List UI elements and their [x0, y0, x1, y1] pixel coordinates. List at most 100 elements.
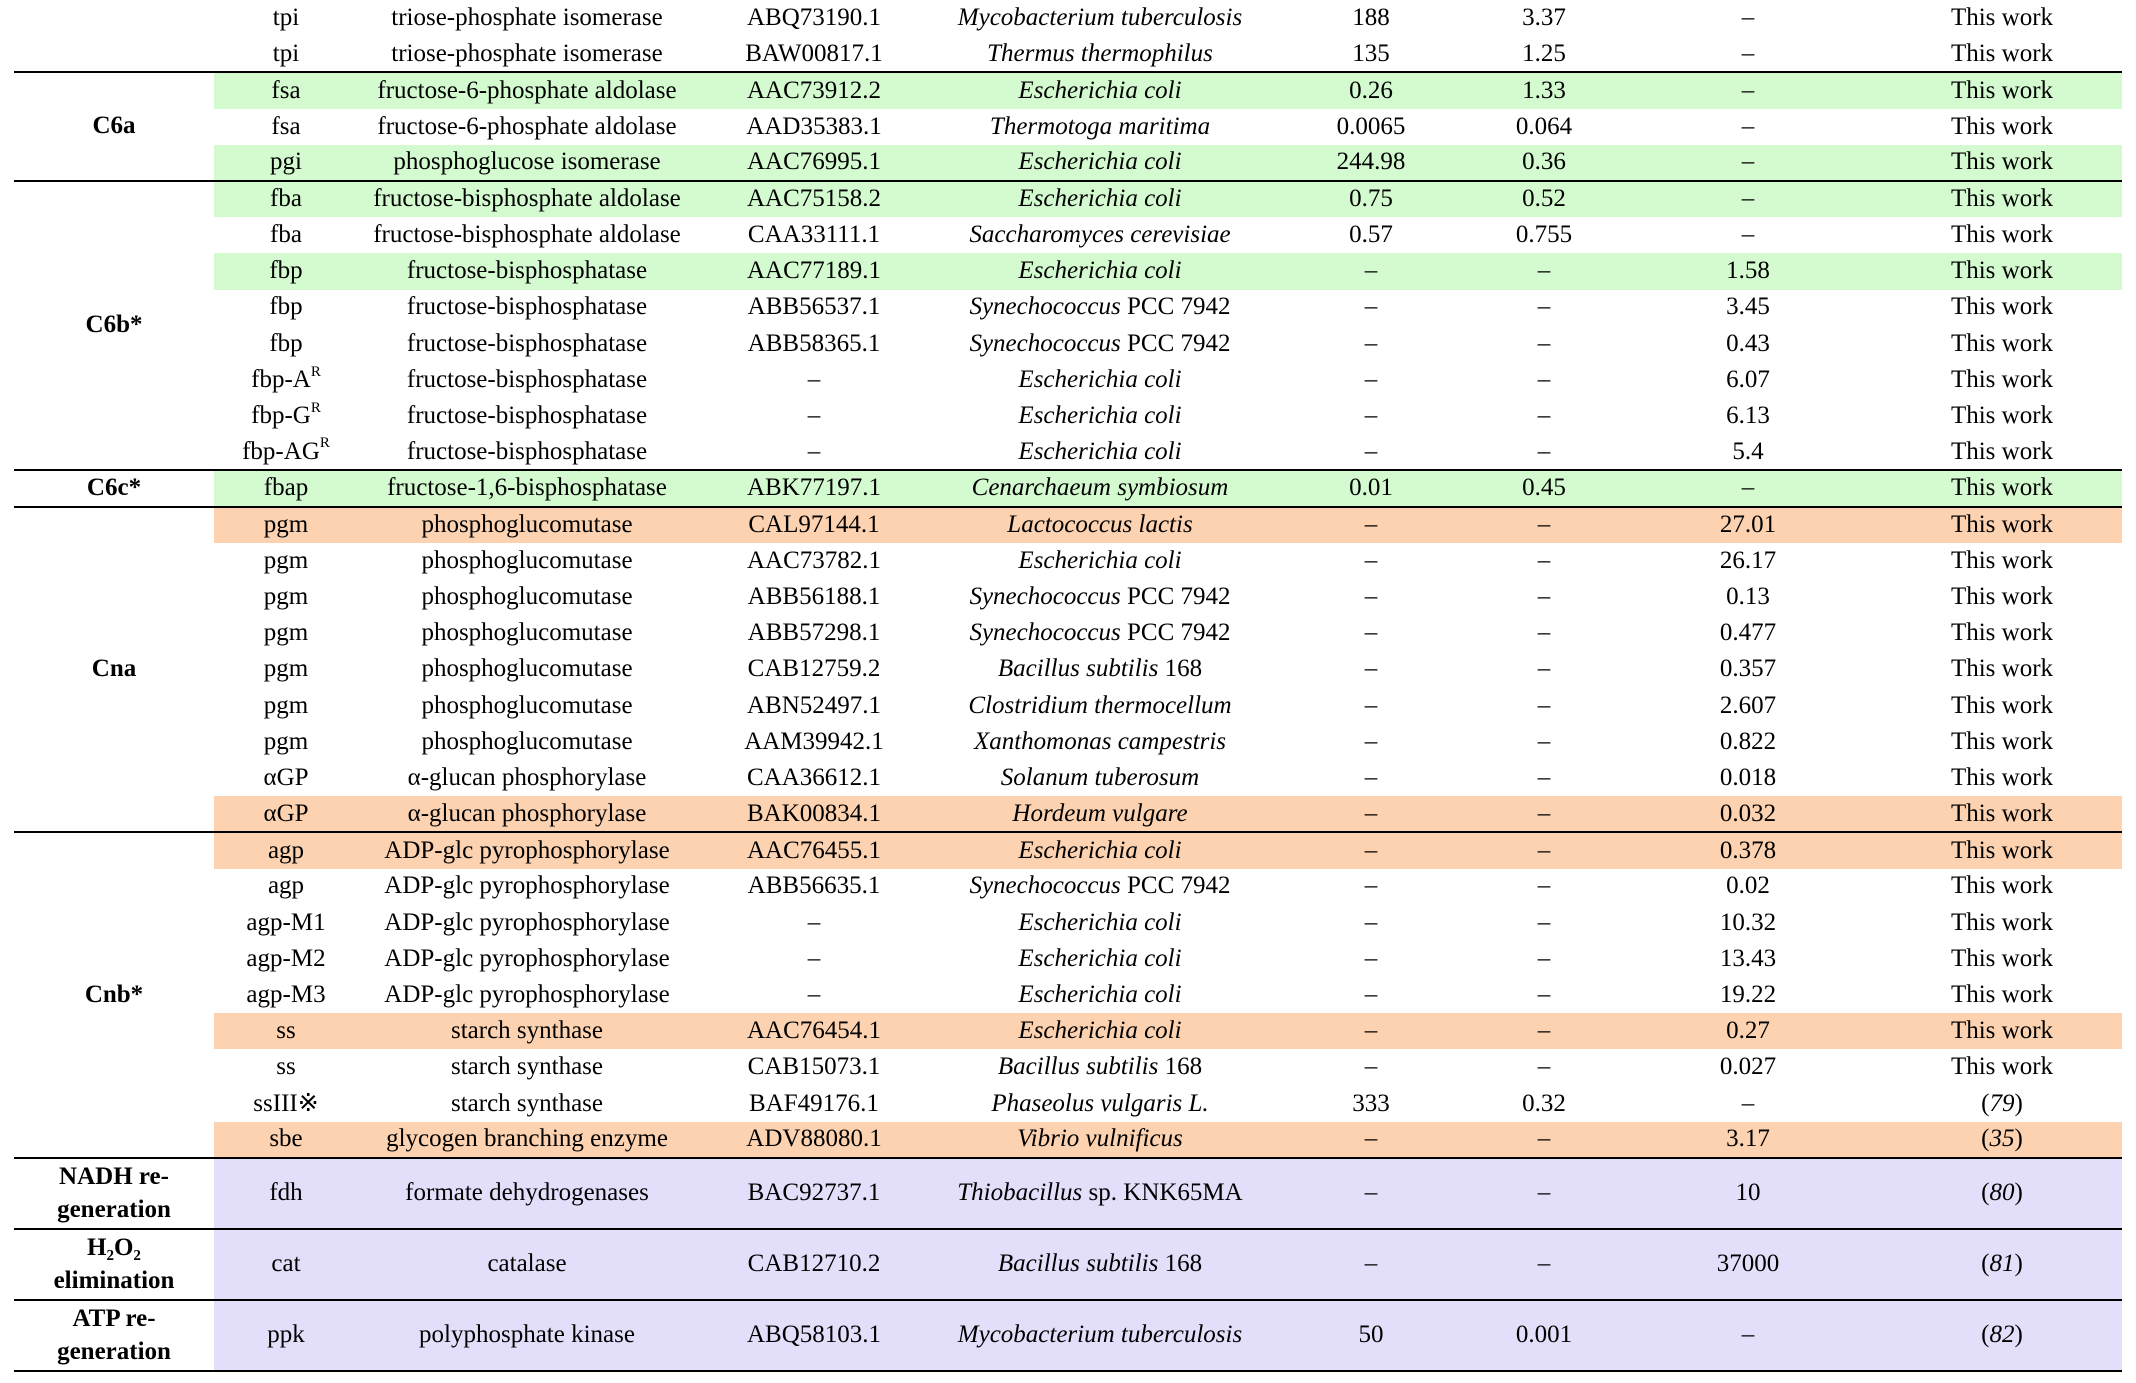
- organism-cell: Escherichia coli: [932, 543, 1268, 579]
- kcat-cell: –: [1474, 760, 1614, 796]
- reference-cell-text: This work: [1950, 655, 2054, 683]
- km-cell: 333: [1268, 1086, 1474, 1122]
- accession-cell: –: [696, 977, 932, 1013]
- reference-cell: This work: [1882, 1049, 2122, 1085]
- km-cell-text: 50: [1358, 1321, 1384, 1349]
- enzyme-cell-text: fructose-bisphosphatase: [406, 329, 648, 357]
- km-cell: –: [1268, 941, 1474, 977]
- table-row: C6c* fbap fructose-1,6-bisphosphatase ABK77…: [14, 469, 2122, 507]
- table-row: ss starch synthase CAB15073.1 Bacillus subt…: [14, 1049, 2122, 1085]
- kcat-cell: 0.32: [1474, 1086, 1614, 1122]
- accession-cell-text: CAB12710.2: [747, 1250, 881, 1278]
- km-cell-text: –: [1364, 402, 1378, 430]
- accession-cell: CAA36612.1: [696, 760, 932, 796]
- km-cell-text: –: [1364, 511, 1378, 539]
- enzyme-cell-text: fructose-6-phosphate aldolase: [377, 112, 677, 140]
- enzyme-cell: fructose-bisphosphatase: [358, 362, 696, 398]
- organism-cell-suffix: PCC 7942: [1120, 293, 1231, 321]
- kcat-cell-text: –: [1537, 799, 1551, 827]
- activity-cell-text: 13.43: [1719, 944, 1777, 972]
- activity-cell: 0.018: [1614, 760, 1882, 796]
- table-row: Cna pgm phosphoglucomutase CAL97144.1 Lactoc…: [14, 505, 2122, 833]
- table-row: pgm phosphoglucomutase ABN52497.1 Clostridi…: [14, 688, 2122, 724]
- reference-cell-text: This work: [1950, 872, 2054, 900]
- organism-cell-suffix: 168: [1158, 655, 1203, 683]
- reference-cell-text: This work: [1950, 727, 2054, 755]
- table-row: agp-M2 ADP-glc pyrophosphorylase – Escheric…: [14, 941, 2122, 977]
- gene-cell-text: fbp: [269, 257, 303, 285]
- kcat-cell-text: 0.32: [1522, 1089, 1566, 1117]
- organism-cell-suffix: PCC 7942: [1120, 619, 1231, 647]
- enzyme-cell-text: formate dehydrogenases: [405, 1179, 649, 1207]
- organism-cell: Mycobacterium tuberculosis: [932, 1299, 1268, 1372]
- activity-cell-text: 6.13: [1726, 402, 1770, 430]
- activity-cell: 13.43: [1614, 941, 1882, 977]
- enzyme-cell: triose-phosphate isomerase: [358, 0, 696, 36]
- organism-cell: Bacillus subtilis 168: [932, 1049, 1268, 1085]
- km-cell: 0.75: [1268, 179, 1474, 218]
- organism-cell-text: Escherichia coli: [1018, 402, 1182, 430]
- kcat-cell: –: [1474, 941, 1614, 977]
- km-cell-text: –: [1364, 944, 1378, 972]
- table-row: tpi triose-phosphate isomerase ABQ73190.1 M…: [14, 0, 2122, 73]
- km-cell-text: 0.26: [1349, 76, 1393, 104]
- enzyme-cell-text: triose-phosphate isomerase: [391, 39, 663, 67]
- enzyme-cell-text: starch synthase: [450, 1053, 604, 1081]
- table-row: pgm phosphoglucomutase CAB12759.2 Bacillus …: [14, 651, 2122, 687]
- gene-cell-text: αGP: [263, 799, 309, 827]
- table-body: tpi triose-phosphate isomerase ABQ73190.1 M…: [14, 0, 2122, 1372]
- organism-cell-suffix: PCC 7942: [1120, 582, 1231, 610]
- activity-cell-text: 0.02: [1726, 872, 1770, 900]
- km-cell-text: 0.01: [1349, 474, 1393, 502]
- reference-cell-text: This work: [1950, 437, 2054, 465]
- organism-cell-text: Hordeum vulgare: [1012, 799, 1188, 827]
- organism-cell-text: Escherichia coli: [1018, 1017, 1182, 1045]
- accession-cell: ABB58365.1: [696, 326, 932, 362]
- reference-cell: This work: [1882, 905, 2122, 941]
- kcat-cell-text: –: [1537, 293, 1551, 321]
- km-cell: –: [1268, 1049, 1474, 1085]
- gene-cell-text: pgm: [263, 727, 309, 755]
- reference-cell-text: This work: [1950, 474, 2054, 502]
- organism-cell: Synechococcus PCC 7942: [932, 869, 1268, 905]
- gene-cell-text: agp-M2: [246, 944, 326, 972]
- km-cell: 50: [1268, 1299, 1474, 1372]
- gene-cell: fbp-GR: [214, 398, 358, 434]
- kcat-cell: 0.755: [1474, 217, 1614, 253]
- reference-cell-text: (80): [1981, 1179, 2023, 1207]
- accession-cell-text: CAA33111.1: [747, 221, 881, 249]
- gene-cell-text: cat: [271, 1250, 301, 1278]
- accession-cell-text: –: [807, 365, 821, 393]
- table-row: ss starch synthase AAC76454.1 Escherichia c…: [14, 1013, 2122, 1050]
- gene-cell: ppk: [214, 1299, 358, 1372]
- accession-cell: –: [696, 362, 932, 398]
- organism-cell-text: Synechococcus: [969, 619, 1121, 647]
- accession-cell-text: CAB12759.2: [747, 655, 881, 683]
- reference-cell: (81): [1882, 1228, 2122, 1300]
- organism-cell: Thermus thermophilus: [932, 36, 1268, 72]
- enzyme-cell-text: ADP-glc pyrophosphorylase: [384, 981, 670, 1009]
- reference-cell: (80): [1882, 1157, 2122, 1229]
- activity-cell-text: 10: [1735, 1179, 1761, 1207]
- accession-cell-text: ABB57298.1: [747, 619, 881, 647]
- activity-cell-text: –: [1741, 1089, 1755, 1117]
- reference-cell: This work: [1882, 290, 2122, 326]
- activity-cell: 1.58: [1614, 253, 1882, 290]
- km-cell: –: [1268, 1121, 1474, 1158]
- activity-cell: 2.607: [1614, 688, 1882, 724]
- gene-cell-text: agp-M3: [246, 981, 326, 1009]
- gene-cell: pgm: [214, 505, 358, 543]
- activity-cell-text: 2.607: [1719, 691, 1777, 719]
- km-cell: –: [1268, 362, 1474, 398]
- enzyme-cell-text: phosphoglucomutase: [421, 511, 633, 539]
- accession-cell-text: ABB58365.1: [747, 329, 881, 357]
- activity-cell-text: 1.58: [1726, 257, 1770, 285]
- accession-cell-text: BAK00834.1: [746, 799, 882, 827]
- accession-cell: ABB56188.1: [696, 579, 932, 615]
- table-row: pgm phosphoglucomutase AAC73782.1 Escherich…: [14, 543, 2122, 579]
- reference-cell: This work: [1882, 71, 2122, 109]
- km-cell-text: –: [1364, 655, 1378, 683]
- kcat-cell: 0.36: [1474, 144, 1614, 181]
- accession-cell: ABB57298.1: [696, 615, 932, 651]
- gene-cell: fba: [214, 179, 358, 218]
